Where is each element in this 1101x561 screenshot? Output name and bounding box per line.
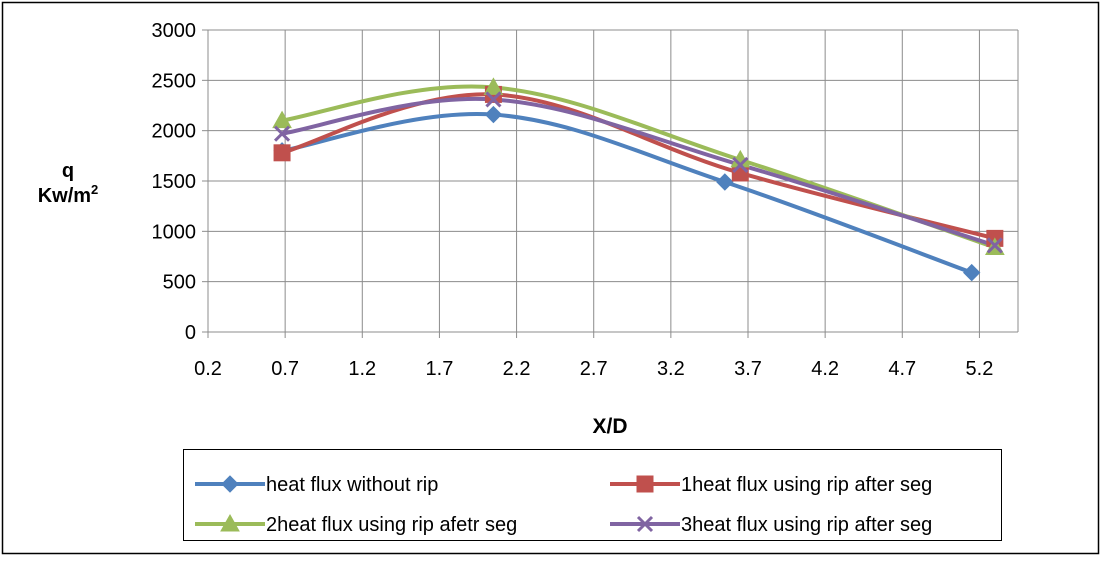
y-tick-label: 1000 — [152, 221, 197, 243]
data-point-series-4 — [986, 237, 1003, 254]
data-point-series-4 — [273, 125, 291, 142]
y-tick-label: 1500 — [152, 171, 197, 193]
data-point-series-3 — [483, 77, 504, 95]
data-point-series-3 — [272, 110, 292, 129]
series-markers — [272, 77, 1005, 282]
legend-item-4: 3heat flux using rip after seg — [610, 514, 932, 536]
data-point-series-4-stroke — [485, 91, 502, 108]
legend-label: heat flux without rip — [266, 474, 438, 496]
x-tick-label: 2.2 — [503, 358, 531, 380]
y-tick-label: 2000 — [152, 121, 197, 143]
x-tick-label: 5.2 — [966, 358, 994, 380]
x-tick-label: 3.2 — [657, 358, 685, 380]
legend-label: 2heat flux using rip afetr seg — [266, 514, 517, 536]
x-tick-label: 4.2 — [811, 358, 839, 380]
y-tick-label: 3000 — [152, 20, 197, 42]
legend-item-1: heat flux without rip — [195, 474, 438, 496]
x-tick-label: 2.7 — [580, 358, 608, 380]
y-axis-label-superscript: 2 — [91, 182, 98, 197]
y-tick-label: 500 — [163, 272, 196, 294]
legend-label: 3heat flux using rip after seg — [681, 514, 932, 536]
data-point-series-4-stroke — [732, 156, 749, 173]
axes — [202, 29, 1018, 338]
y-axis-label-line1: q — [62, 160, 74, 182]
legend-marker — [636, 475, 654, 493]
legend: heat flux without rip 1heat flux using ri… — [195, 474, 932, 536]
y-tick-label: 0 — [185, 322, 196, 344]
data-point-series-1 — [484, 105, 503, 124]
x-tick-label: 3.7 — [734, 358, 762, 380]
y-axis-label-line2: Kw/m2 — [38, 182, 99, 207]
grid — [208, 29, 1019, 332]
tick-labels: 0 500 1000 1500 2000 2500 3000 0.2 0.7 1.2 1.7 2.2 2… — [152, 20, 994, 380]
data-point-series-4 — [485, 91, 502, 108]
series-line-1 — [280, 111, 974, 275]
data-point-series-2 — [273, 144, 291, 162]
x-tick-label: 4.7 — [888, 358, 916, 380]
series-line-4 — [280, 96, 997, 248]
legend-marker-stroke — [636, 515, 654, 533]
data-point-series-4 — [732, 156, 749, 173]
legend-label: 1heat flux using rip after seg — [681, 474, 932, 496]
x-axis-label: X/D — [592, 415, 627, 438]
data-point-series-1 — [716, 173, 734, 191]
data-point-series-4-stroke — [273, 125, 291, 142]
legend-box — [183, 449, 1002, 541]
data-point-series-4-stroke — [986, 237, 1003, 254]
legend-marker — [636, 515, 654, 533]
x-tick-label: 0.2 — [194, 358, 222, 380]
y-axis-label-unit: Kw/m — [38, 185, 91, 207]
x-tick-label: 1.7 — [426, 358, 454, 380]
series-lines — [280, 84, 997, 275]
legend-marker — [221, 475, 239, 493]
x-tick-label: 0.7 — [271, 358, 299, 380]
x-tick-label: 1.2 — [348, 358, 376, 380]
data-point-series-1 — [963, 263, 981, 282]
legend-item-2: 1heat flux using rip after seg — [610, 474, 932, 496]
legend-item-3: 2heat flux using rip afetr seg — [195, 513, 517, 536]
legend-marker — [220, 513, 240, 532]
y-tick-label: 2500 — [152, 70, 197, 92]
